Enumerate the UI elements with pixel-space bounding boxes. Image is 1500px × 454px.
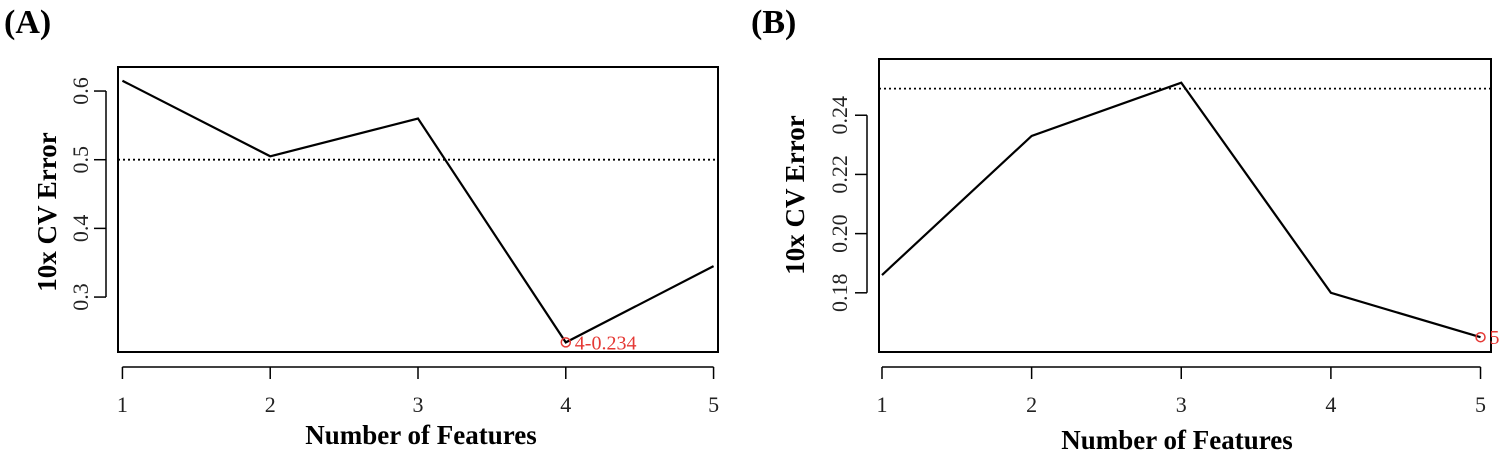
min-point-label: 4-0.234 [575,332,637,354]
series-line [121,79,715,344]
x-tick-label: 1 [876,392,887,417]
min-point-label: 5 [1490,327,1500,349]
x-axis-title: Number of Features [305,420,536,450]
x-tick-label: 2 [1026,392,1037,417]
x-tick-label: 2 [265,392,276,417]
y-tick-label: 0.18 [827,274,852,313]
y-axis-title: 10x CV Error [32,132,62,291]
x-tick-label: 1 [117,392,128,417]
x-tick-label: 5 [1475,392,1486,417]
panel-label: (B) [751,4,796,41]
panel-b: (B) 1 2 3 4 5 0.18 0.20 0.22 0.24 Number of Featur… [751,4,1500,454]
y-tick-label: 0.5 [68,146,93,174]
panel-a: (A) 1 2 3 4 5 0.3 0.4 0.5 0.6 Number of Features 10… [4,4,719,450]
plot-frame [878,58,1492,353]
panel-label: (A) [4,4,51,41]
min-point-marker [560,337,572,348]
y-tick-label: 0.3 [68,283,93,311]
y-axis-title: 10x CV Error [780,115,810,274]
x-tick-label: 3 [413,392,424,417]
min-point-marker [1475,331,1486,343]
x-tick-label: 3 [1176,392,1187,417]
y-tick-label: 0.22 [827,155,852,194]
x-tick-label: 4 [560,392,571,417]
y-tick-label: 0.20 [827,214,852,253]
y-tick-label: 0.24 [827,96,852,135]
series-line [881,81,1481,339]
y-tick-label: 0.4 [68,215,93,243]
x-tick-label: 4 [1325,392,1336,417]
y-tick-label: 0.6 [68,77,93,105]
x-tick-label: 5 [708,392,719,417]
x-axis-title: Number of Features [1061,425,1292,454]
plot-frame [117,66,719,353]
